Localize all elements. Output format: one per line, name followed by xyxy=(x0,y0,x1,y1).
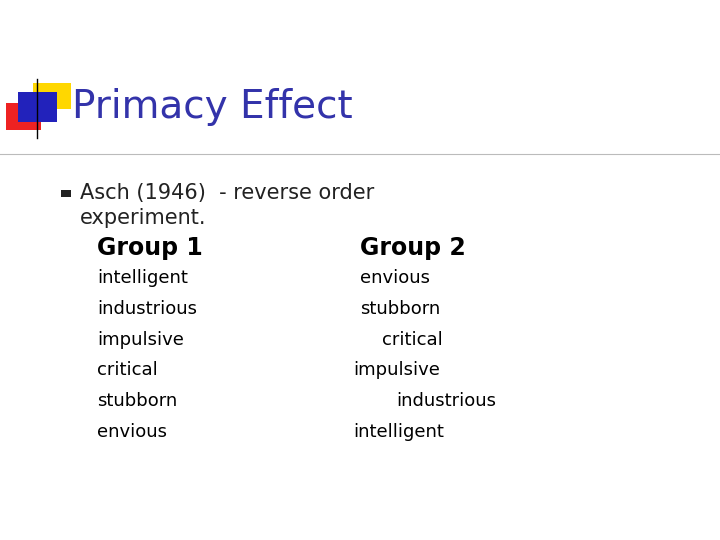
Text: Asch (1946)  - reverse order: Asch (1946) - reverse order xyxy=(80,183,374,204)
Bar xyxy=(61,190,71,197)
Bar xyxy=(33,83,71,109)
Text: critical: critical xyxy=(97,361,158,380)
Bar xyxy=(17,92,57,122)
Text: envious: envious xyxy=(97,423,167,441)
Text: envious: envious xyxy=(360,269,430,287)
Text: experiment.: experiment. xyxy=(80,207,207,228)
Text: industrious: industrious xyxy=(97,300,197,318)
Text: intelligent: intelligent xyxy=(353,423,444,441)
Text: industrious: industrious xyxy=(396,392,496,410)
Text: Group 2: Group 2 xyxy=(360,237,466,260)
Text: Primacy Effect: Primacy Effect xyxy=(72,89,352,126)
Text: impulsive: impulsive xyxy=(97,330,184,349)
Bar xyxy=(6,103,41,130)
Text: stubborn: stubborn xyxy=(360,300,440,318)
Text: critical: critical xyxy=(382,330,442,349)
Text: impulsive: impulsive xyxy=(353,361,440,380)
Text: intelligent: intelligent xyxy=(97,269,188,287)
Text: stubborn: stubborn xyxy=(97,392,177,410)
Text: Group 1: Group 1 xyxy=(97,237,203,260)
